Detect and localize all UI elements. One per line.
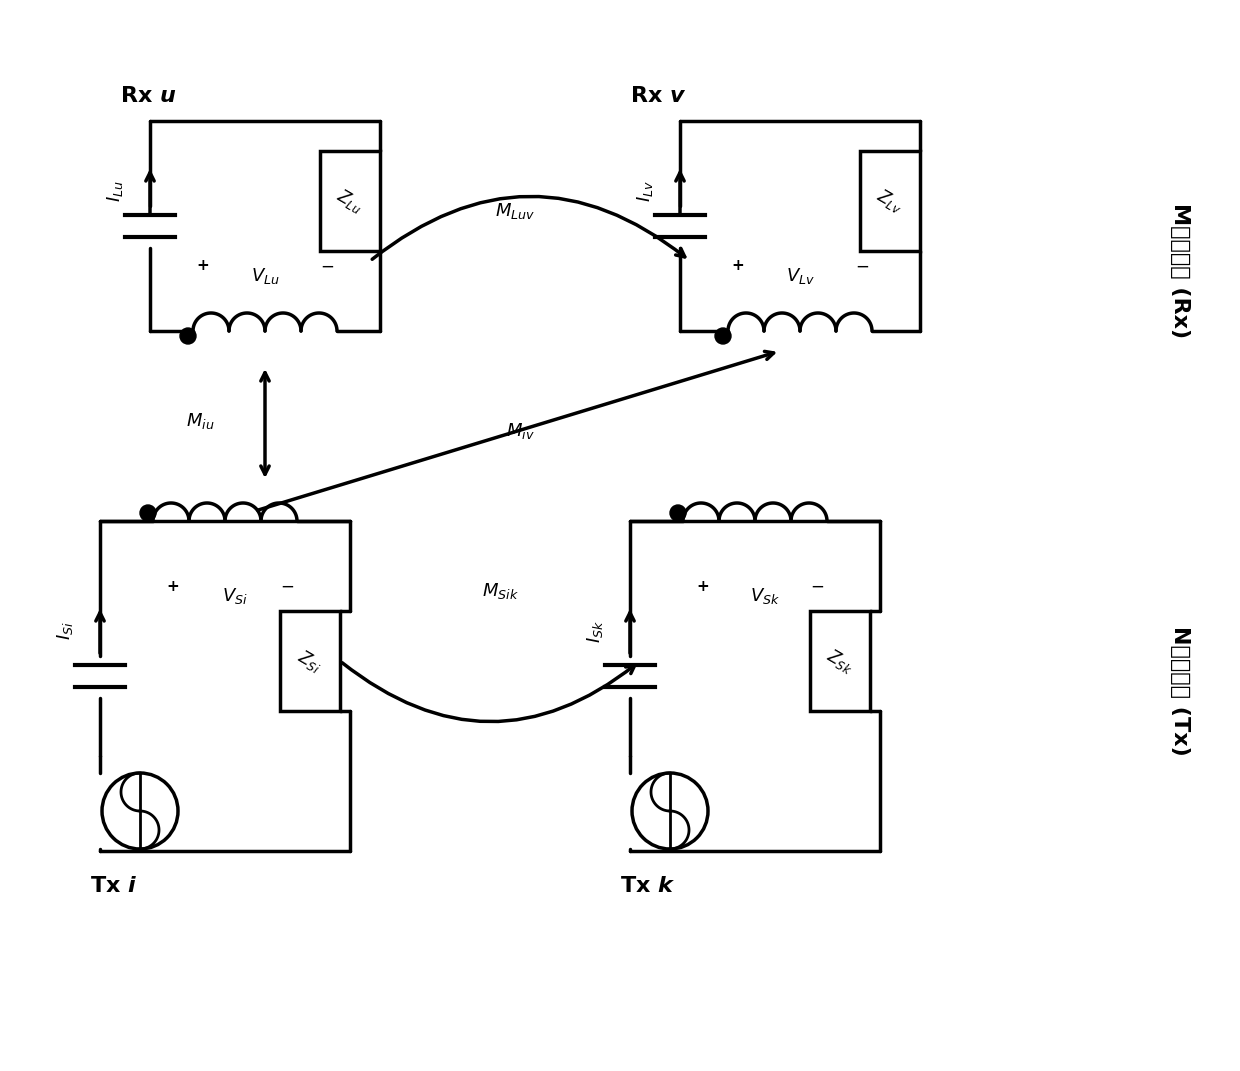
Bar	[810, 610, 870, 711]
Text: Rx $\boldsymbol{v}$: Rx $\boldsymbol{v}$	[630, 86, 686, 106]
Text: $I_{Si}$: $I_{Si}$	[55, 621, 74, 640]
Text: +: +	[166, 578, 180, 593]
Bar	[861, 151, 920, 251]
Text: $M_{Luv}$: $M_{Luv}$	[495, 201, 536, 221]
Text: $V_{Sk}$: $V_{Sk}$	[750, 586, 780, 606]
Text: Tx $\boldsymbol{k}$: Tx $\boldsymbol{k}$	[620, 876, 676, 896]
Circle shape	[140, 506, 156, 521]
Text: $Z_{Si}$: $Z_{Si}$	[294, 646, 326, 676]
Text: +: +	[197, 258, 210, 273]
Text: $-$: $-$	[320, 257, 334, 275]
Text: $V_{Lv}$: $V_{Lv}$	[785, 266, 815, 286]
Circle shape	[670, 506, 686, 521]
Text: $-$: $-$	[854, 257, 869, 275]
Text: M个接收器 (Rx): M个接收器 (Rx)	[1171, 203, 1190, 338]
Text: $I_{Lv}$: $I_{Lv}$	[635, 180, 655, 202]
Text: +: +	[732, 258, 744, 273]
Text: $I_{Lu}$: $I_{Lu}$	[105, 180, 125, 201]
Text: $V_{Si}$: $V_{Si}$	[222, 586, 248, 606]
Text: Rx $\boldsymbol{u}$: Rx $\boldsymbol{u}$	[120, 86, 176, 106]
Circle shape	[715, 328, 732, 344]
Text: $Z_{Lu}$: $Z_{Lu}$	[334, 185, 367, 216]
Text: $Z_{Sk}$: $Z_{Sk}$	[823, 646, 857, 677]
Text: $M_{iv}$: $M_{iv}$	[506, 421, 534, 441]
Text: $Z_{Lv}$: $Z_{Lv}$	[873, 185, 906, 216]
Text: $V_{Lu}$: $V_{Lu}$	[250, 266, 279, 286]
Bar	[320, 151, 379, 251]
Text: $I_{Sk}$: $I_{Sk}$	[585, 619, 605, 643]
Circle shape	[180, 328, 196, 344]
Text: $M_{iu}$: $M_{iu}$	[186, 411, 215, 431]
Text: $-$: $-$	[280, 577, 294, 595]
Bar	[280, 610, 340, 711]
Text: Tx $\boldsymbol{i}$: Tx $\boldsymbol{i}$	[91, 876, 138, 896]
Text: +: +	[697, 578, 709, 593]
Text: $M_{Sik}$: $M_{Sik}$	[481, 580, 518, 601]
Text: $-$: $-$	[810, 577, 825, 595]
Text: N个发射器 (Tx): N个发射器 (Tx)	[1171, 627, 1190, 756]
